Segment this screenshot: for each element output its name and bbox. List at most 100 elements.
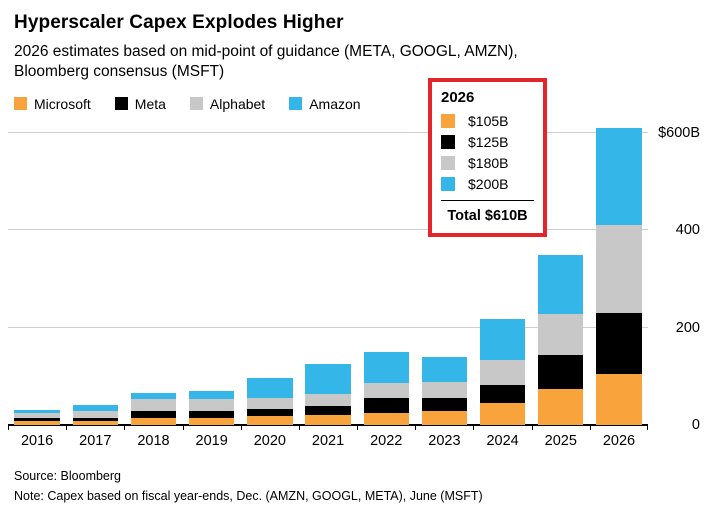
x-tick-label-2016: 2016 [20,433,54,449]
y-tick-label: 200 [675,319,700,336]
callout-value: $180B [468,155,509,171]
y-axis-labels: 0 200 400 $600B [652,125,700,433]
callout-row-amazon: $200B [441,176,534,192]
x-tick-label-2025: 2025 [544,433,577,449]
bar-segment-meta [188,410,235,419]
stacked-bar-2016 [14,410,60,425]
callout-row-meta: $125B [441,134,534,150]
bar-segment-amazon [247,378,293,398]
bar-segment-alphabet [363,382,409,399]
callout-value: $200B [468,176,509,192]
callout-value: $125B [468,134,509,150]
callout-year: 2026 [441,89,475,106]
y-tick-label: 400 [675,222,700,239]
bar-segment-alphabet [72,411,118,418]
bar-segment-alphabet [130,399,177,412]
callout-rows: $105B $125B $180B $200B [441,113,534,192]
bar-segment-microsoft [596,373,642,425]
bar-segment-microsoft [421,411,468,425]
bar-segment-microsoft [538,388,584,425]
legend-swatch-icon [14,97,27,111]
y-tick-label: 0 [691,417,700,433]
x-tick-label-2026: 2026 [602,433,636,449]
bar-slot-2019 [183,133,241,425]
note-text: Note: Capex based on fiscal year-ends, D… [14,489,483,503]
bar-slot-2026 [590,128,648,425]
bar-segment-meta [14,418,60,421]
bar-segment-amazon [363,351,409,383]
x-axis-tick [647,425,648,430]
chart-legend: Microsoft Meta Alphabet Amazon [14,96,694,112]
bar-segment-alphabet [247,397,293,409]
bar-segment-amazon [479,319,526,360]
bar-slot-2022 [357,133,415,425]
x-axis-baseline [8,424,648,426]
legend-label: Alphabet [209,95,266,112]
callout-swatch-icon [441,114,455,128]
stacked-bar-2026 [596,128,642,425]
stacked-bar-2018 [130,392,177,425]
bar-segment-alphabet [479,359,526,386]
x-axis-tick [531,425,533,430]
legend-item-microsoft: Microsoft [14,96,91,112]
stacked-bar-2019 [188,391,235,425]
callout-box-2026: 2026 $105B $125B $180B $200B Total $610B [428,78,547,237]
bar-segment-amazon [538,254,584,315]
bar-segment-microsoft [72,420,118,425]
bar-segment-meta [421,398,468,412]
bar-slot-2021 [299,133,357,425]
subtitle-line-2: Bloomberg consensus (MSFT) [14,63,225,81]
x-tick-label-2019: 2019 [195,433,228,449]
bar-segment-meta [72,417,118,421]
x-axis-tick [473,425,475,430]
plot-area [8,128,648,430]
x-axis-tick [357,425,359,430]
bar-segment-microsoft [363,413,409,425]
gridline [8,229,648,231]
bars-container [8,128,648,425]
source-text: Source: Bloomberg [14,469,122,483]
x-tick-label-2024: 2024 [486,433,519,449]
x-axis-tick [415,425,417,430]
callout-value: $105B [468,113,509,129]
x-tick-label-2023: 2023 [428,433,461,449]
bar-segment-meta [305,405,351,415]
bar-segment-meta [363,398,409,414]
bar-segment-alphabet [14,413,60,419]
callout-swatch-icon [441,177,455,191]
x-tick-label-2021: 2021 [311,433,345,449]
bar-segment-microsoft [305,414,351,425]
bar-segment-alphabet [188,399,235,411]
bar-slot-2017 [66,133,124,425]
bar-segment-meta [130,411,177,419]
x-axis-tick [298,425,300,430]
bar-slot-2023 [415,133,473,425]
stacked-bar-2023 [421,356,468,425]
bar-slot-2016 [8,133,66,425]
x-axis-tick [66,425,68,430]
x-tick-label-2020: 2020 [253,433,286,449]
x-tick-label-2018: 2018 [137,433,170,449]
bar-segment-amazon [14,410,60,414]
bar-segment-amazon [130,392,177,400]
bar-segment-meta [596,313,642,374]
legend-label: Meta [134,95,166,112]
bar-segment-microsoft [14,420,60,425]
gridline [8,326,648,328]
bar-segment-microsoft [247,416,293,425]
stacked-bar-2021 [305,364,351,425]
bar-slot-2018 [124,133,182,425]
y-tick-label: $600B [658,125,700,141]
bar-segment-microsoft [130,418,177,425]
x-axis-tick [240,425,242,430]
subtitle-line-1: 2026 estimates based on mid-point of gui… [14,43,518,60]
bar-segment-microsoft [188,418,235,425]
gridline [8,132,648,133]
stacked-bar-2017 [72,405,118,425]
chart-subtitle: 2026 estimates based on mid-point of gui… [14,42,694,83]
legend-item-amazon: Amazon [289,96,361,112]
bar-segment-amazon [72,405,118,412]
bar-segment-microsoft [479,403,526,425]
callout-swatch-icon [441,156,455,170]
